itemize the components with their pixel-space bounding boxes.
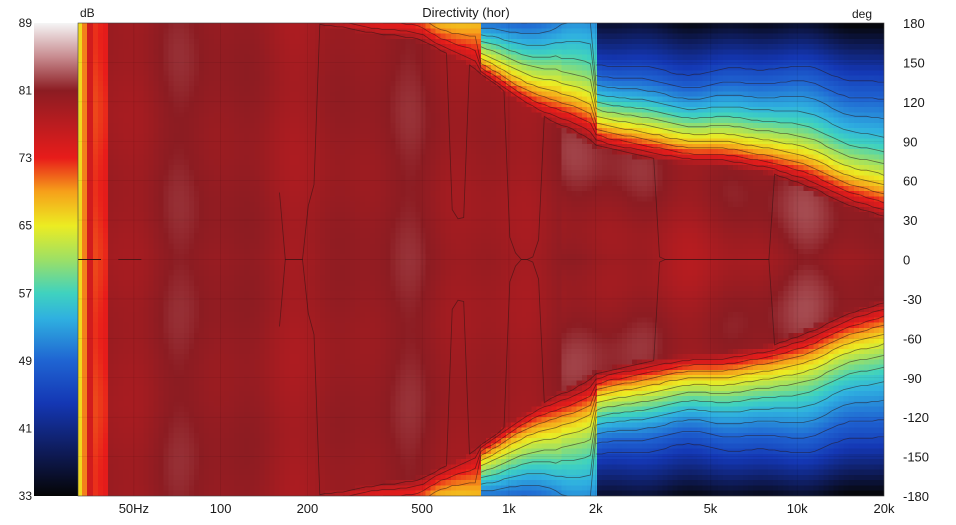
- y-tick--120: -120: [903, 410, 929, 425]
- x-tick-5k: 5k: [704, 501, 718, 516]
- y-tick-60: 60: [903, 174, 917, 189]
- y-tick-90: 90: [903, 134, 917, 149]
- colorbar-tick-57: 57: [19, 286, 33, 300]
- chart-title: Directivity (hor): [422, 5, 509, 20]
- x-tick-200: 200: [297, 501, 319, 516]
- x-tick-100: 100: [210, 501, 232, 516]
- x-tick-1k: 1k: [502, 501, 516, 516]
- y-tick-150: 150: [903, 55, 925, 70]
- x-tick-20k: 20k: [874, 501, 895, 516]
- colorbar-tick-81: 81: [19, 84, 33, 98]
- y-axis-unit-label: deg: [852, 7, 872, 21]
- y-tick--30: -30: [903, 292, 922, 307]
- colorbar-tick-41: 41: [19, 421, 33, 435]
- x-tick-10k: 10k: [787, 501, 808, 516]
- y-tick-30: 30: [903, 213, 917, 228]
- x-tick-500: 500: [411, 501, 433, 516]
- y-tick-0: 0: [903, 253, 910, 268]
- y-tick-180: 180: [903, 16, 925, 31]
- y-axis-tick-labels: 180 150 120 90 60 30 0 -30 -60 -90 -120 -150 -180: [903, 16, 929, 504]
- colorbar-tick-49: 49: [19, 354, 33, 368]
- colorbar-tick-labels: 89 81 73 65 57 49 41 33: [19, 16, 33, 503]
- colorbar-tick-89: 89: [19, 16, 33, 30]
- y-tick--60: -60: [903, 331, 922, 346]
- y-tick--150: -150: [903, 450, 929, 465]
- colorbar-tick-73: 73: [19, 151, 33, 165]
- colorbar-tick-65: 65: [19, 219, 33, 233]
- x-axis-tick-labels: 50Hz 100 200 500 1k 2k 5k 10k 20k: [119, 501, 895, 516]
- colorbar: [34, 23, 78, 496]
- colorbar-unit-label: dB: [80, 6, 95, 20]
- y-tick--180: -180: [903, 489, 929, 504]
- y-tick--90: -90: [903, 371, 922, 386]
- x-tick-2k: 2k: [589, 501, 603, 516]
- colorbar-tick-33: 33: [19, 489, 33, 503]
- y-tick-120: 120: [903, 95, 925, 110]
- x-tick-50Hz: 50Hz: [119, 501, 149, 516]
